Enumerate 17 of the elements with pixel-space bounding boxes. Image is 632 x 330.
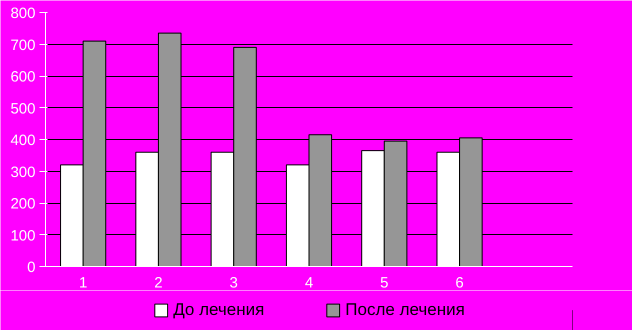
legend-label: До лечения	[173, 300, 264, 320]
y-tick-label: 700	[10, 36, 36, 54]
x-tick-label: 2	[154, 274, 163, 292]
y-tick-label: 100	[10, 227, 36, 244]
y-tick-label: 800	[10, 5, 36, 22]
legend-label: После лечения	[345, 300, 465, 320]
x-tick-label: 4	[304, 274, 314, 292]
x-tick-label: 3	[230, 274, 238, 292]
x-tick-label: 5	[380, 274, 388, 292]
y-tick-label: 500	[10, 100, 36, 118]
y-tick-label: 0	[27, 259, 36, 276]
y-tick-label: 400	[10, 132, 36, 149]
y-tick-label: 600	[10, 68, 36, 86]
x-tick-label: 6	[455, 274, 464, 292]
y-tick-label: 300	[10, 164, 36, 181]
y-tick-label: 200	[10, 196, 36, 212]
x-tick-label: 1	[78, 274, 88, 292]
